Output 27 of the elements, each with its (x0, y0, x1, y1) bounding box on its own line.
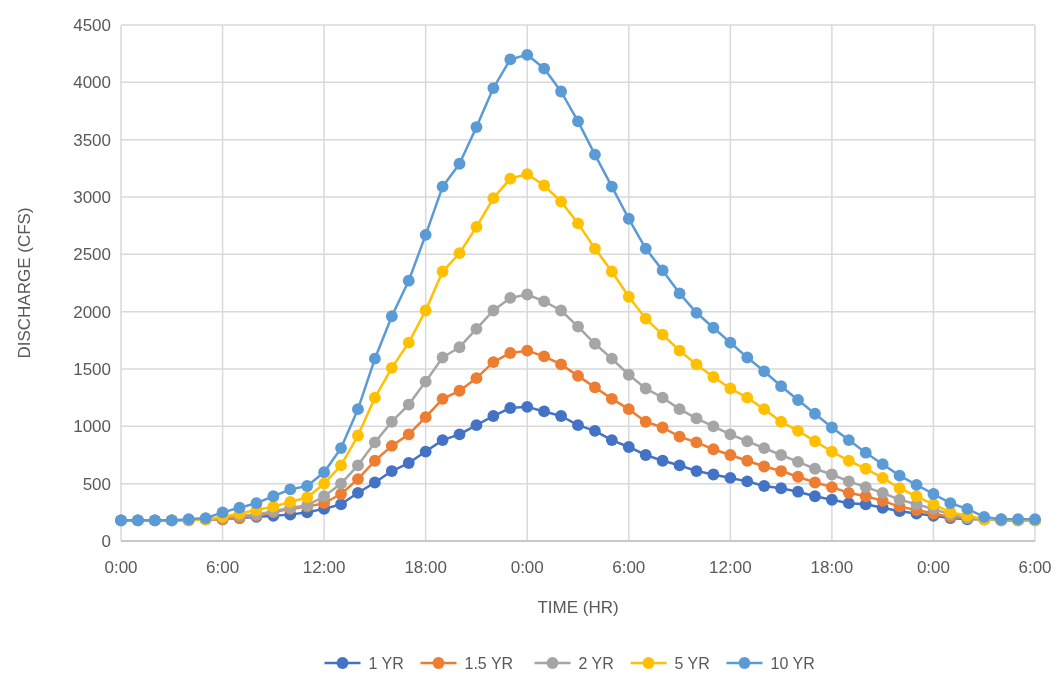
y-tick-label: 1000 (73, 417, 111, 437)
legend-label: 5 YR (674, 654, 710, 672)
legend-label: 2 YR (578, 654, 614, 672)
legend-label: 1 YR (368, 654, 404, 672)
legend-label: 1.5 YR (464, 654, 514, 672)
x-tick-label: 6:00 (612, 558, 646, 577)
x-tick-label: 6:00 (1018, 558, 1052, 577)
y-tick-label: 2000 (73, 302, 111, 322)
y-tick-label: 4000 (73, 73, 111, 93)
y-tick-label: 3000 (73, 187, 111, 207)
y-tick-label: 0 (101, 531, 111, 551)
x-tick-label: 18:00 (810, 558, 854, 577)
legend-label: 10 YR (770, 654, 815, 672)
y-tick-label: 2500 (73, 245, 111, 265)
y-tick-label: 1500 (73, 359, 111, 379)
y-tick-label: 3500 (73, 130, 111, 150)
x-tick-label: 12:00 (709, 558, 752, 577)
x-tick-label: 18:00 (404, 558, 447, 577)
x-axis-title: TIME (HR) (537, 598, 619, 617)
x-tick-label: 0:00 (916, 558, 950, 577)
x-tick-label: 0:00 (510, 558, 544, 577)
x-tick-label: 6:00 (206, 558, 240, 577)
y-axis-title: DISCHARGE (CFS) (15, 207, 34, 359)
y-tick-label: 500 (82, 474, 111, 494)
x-tick-label: 0:00 (104, 558, 138, 577)
y-tick-label: 4500 (73, 15, 111, 35)
x-tick-label: 12:00 (302, 558, 346, 577)
